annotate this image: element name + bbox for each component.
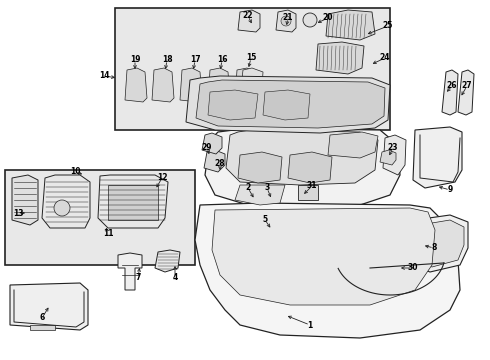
Polygon shape [30, 325, 55, 330]
Text: 6: 6 [39, 314, 45, 323]
Text: 15: 15 [246, 54, 256, 63]
Text: 4: 4 [172, 274, 178, 283]
Text: 7: 7 [135, 274, 141, 283]
Polygon shape [316, 42, 364, 74]
Polygon shape [125, 68, 147, 102]
Polygon shape [108, 185, 158, 220]
Polygon shape [238, 152, 282, 183]
Polygon shape [328, 132, 378, 158]
Polygon shape [458, 70, 474, 115]
Text: 2: 2 [245, 184, 250, 193]
Text: 25: 25 [383, 22, 393, 31]
Polygon shape [235, 68, 257, 102]
Text: 13: 13 [13, 208, 23, 217]
Text: 27: 27 [462, 81, 472, 90]
Circle shape [303, 13, 317, 27]
Polygon shape [276, 10, 296, 32]
Text: 9: 9 [447, 185, 453, 194]
Polygon shape [413, 215, 468, 272]
Text: 12: 12 [157, 174, 167, 183]
Polygon shape [98, 175, 168, 228]
Polygon shape [205, 128, 400, 208]
Text: 20: 20 [323, 13, 333, 22]
Polygon shape [186, 76, 390, 133]
Text: 19: 19 [130, 55, 140, 64]
Polygon shape [12, 175, 38, 225]
Polygon shape [196, 80, 385, 128]
Text: 24: 24 [380, 54, 390, 63]
Polygon shape [204, 150, 225, 172]
Text: 8: 8 [431, 243, 437, 252]
Text: 1: 1 [307, 320, 313, 329]
Polygon shape [235, 185, 285, 205]
Text: 29: 29 [202, 143, 212, 152]
Polygon shape [298, 185, 318, 200]
Polygon shape [208, 68, 230, 102]
Text: 10: 10 [70, 167, 80, 176]
Circle shape [54, 200, 70, 216]
Polygon shape [42, 175, 90, 228]
Polygon shape [152, 68, 174, 102]
Polygon shape [288, 152, 332, 183]
Polygon shape [326, 10, 375, 40]
Polygon shape [118, 253, 142, 290]
Text: 21: 21 [283, 13, 293, 22]
Polygon shape [208, 90, 258, 120]
Polygon shape [180, 68, 202, 102]
Text: 30: 30 [408, 264, 418, 273]
Text: 31: 31 [307, 181, 317, 190]
Polygon shape [260, 192, 274, 208]
Text: 23: 23 [388, 144, 398, 153]
Polygon shape [413, 127, 462, 188]
Polygon shape [212, 208, 435, 305]
Polygon shape [202, 133, 222, 154]
Text: 28: 28 [215, 158, 225, 167]
Polygon shape [241, 68, 263, 92]
Polygon shape [115, 8, 390, 130]
Polygon shape [5, 170, 195, 265]
Polygon shape [195, 203, 460, 338]
Text: 16: 16 [217, 55, 227, 64]
Polygon shape [226, 130, 378, 185]
Text: 5: 5 [263, 216, 268, 225]
Text: 14: 14 [99, 72, 109, 81]
Text: 26: 26 [447, 81, 457, 90]
Text: 18: 18 [162, 55, 172, 64]
Text: 17: 17 [190, 55, 200, 64]
Polygon shape [10, 283, 88, 330]
Polygon shape [418, 220, 464, 267]
Polygon shape [263, 90, 310, 120]
Polygon shape [244, 192, 256, 212]
Circle shape [281, 16, 291, 26]
Polygon shape [155, 250, 180, 272]
Text: 3: 3 [265, 184, 270, 193]
Text: 22: 22 [243, 12, 253, 21]
Text: 11: 11 [103, 229, 113, 238]
Polygon shape [380, 150, 396, 165]
Polygon shape [442, 70, 458, 115]
Polygon shape [383, 135, 406, 175]
Polygon shape [238, 10, 260, 32]
